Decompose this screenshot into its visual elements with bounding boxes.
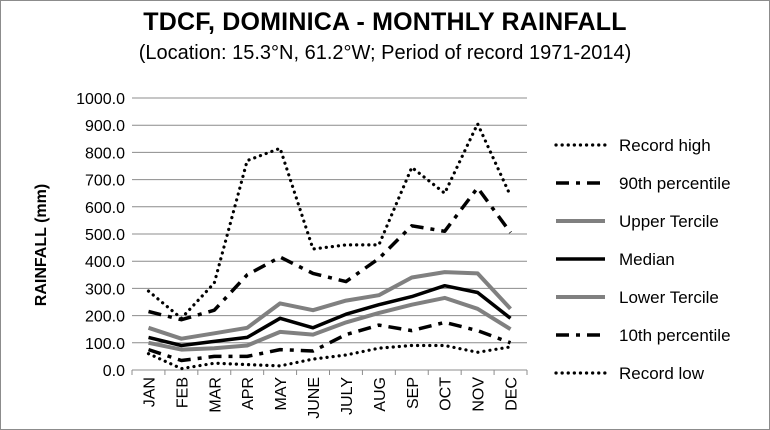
y-tick-label: 600.0 bbox=[85, 200, 125, 217]
x-tick-label: JUNE bbox=[306, 377, 323, 419]
y-tick-label: 500.0 bbox=[85, 227, 125, 244]
series-line bbox=[148, 295, 512, 352]
y-tick-label: 1000.0 bbox=[76, 91, 125, 108]
y-tick-label: 0.0 bbox=[103, 363, 125, 380]
legend-label: 10th percentile bbox=[619, 326, 731, 345]
legend: Record high 90th percentile Upper Tercile M… bbox=[554, 136, 731, 383]
legend-label: Lower Tercile bbox=[619, 288, 719, 307]
x-tick-label: NOV bbox=[471, 377, 488, 412]
legend-label: Record high bbox=[619, 136, 711, 155]
x-tick-label: JAN bbox=[141, 377, 158, 407]
x-tick-labels: JAN FEB MAR APR MAY JUNE JULY AUG SEP OCT NOV DEC bbox=[141, 377, 520, 419]
y-tick-label: 100.0 bbox=[85, 336, 125, 353]
legend-label: Median bbox=[619, 250, 675, 269]
series-line bbox=[148, 283, 512, 348]
x-tick-label: MAY bbox=[273, 377, 290, 411]
series-lines bbox=[146, 122, 513, 371]
x-tick-label: MAR bbox=[207, 377, 224, 413]
x-tick-label: OCT bbox=[438, 377, 455, 411]
x-tick-label: APR bbox=[240, 377, 257, 410]
legend-label: Record low bbox=[619, 364, 705, 383]
y-tick-labels: 0.0 100.0 200.0 300.0 400.0 500.0 600.0 700.0 80… bbox=[76, 91, 125, 380]
series-line bbox=[147, 270, 512, 341]
gridlines bbox=[131, 97, 528, 375]
y-tick-label: 300.0 bbox=[85, 281, 125, 298]
y-tick-label: 700.0 bbox=[85, 173, 125, 190]
x-tick-label: DEC bbox=[504, 377, 521, 411]
y-tick-label: 800.0 bbox=[85, 145, 125, 162]
chart-subtitle: (Location: 15.3°N, 61.2°W; Period of rec… bbox=[138, 42, 632, 64]
x-tick-label: AUG bbox=[372, 377, 389, 412]
chart-title: TDCF, DOMINICA - MONTHLY RAINFALL bbox=[143, 8, 627, 36]
x-tick-label: SEP bbox=[405, 377, 422, 409]
x-tick-label: JULY bbox=[339, 377, 356, 415]
series-line bbox=[148, 186, 512, 322]
y-tick-label: 900.0 bbox=[85, 118, 125, 135]
y-tick-label: 200.0 bbox=[85, 309, 125, 326]
legend-label: Upper Tercile bbox=[619, 212, 719, 231]
y-axis-label: RAINFALL (mm) bbox=[33, 184, 50, 306]
x-tick-label: FEB bbox=[174, 377, 191, 408]
y-tick-label: 400.0 bbox=[85, 254, 125, 271]
legend-label: 90th percentile bbox=[619, 174, 731, 193]
series-line bbox=[147, 320, 512, 363]
